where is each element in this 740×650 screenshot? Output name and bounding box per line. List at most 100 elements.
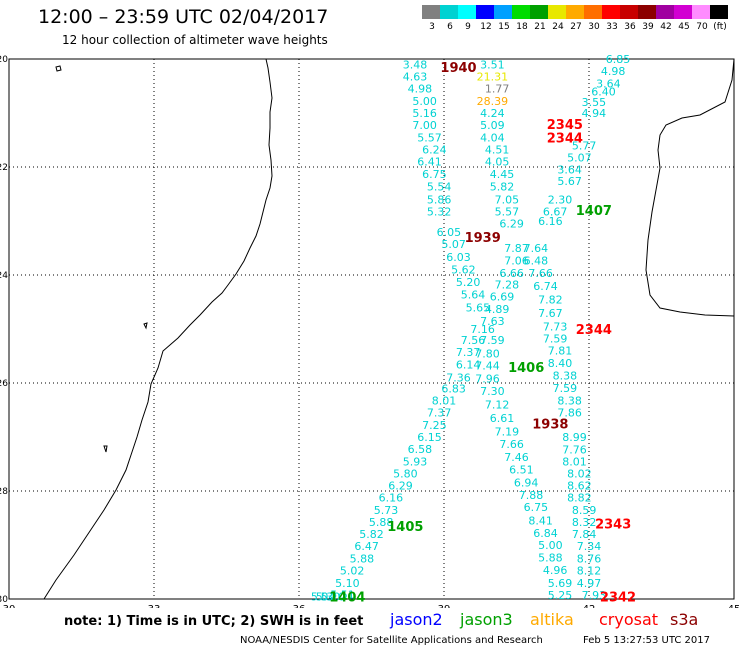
- swh-value: 6.03: [446, 251, 471, 264]
- swh-value: 28.39: [477, 95, 509, 108]
- footer-note: note: 1) Time is in UTC; 2) SWH is in fe…: [64, 614, 364, 629]
- swh-value: 6.14: [456, 359, 481, 372]
- scale-label: 27: [570, 22, 582, 32]
- legend-s3a: s3a: [670, 610, 699, 629]
- swh-value: 7.67: [538, 307, 563, 320]
- swh-value: 3.48: [403, 58, 428, 71]
- lat-tick-label: -22: [0, 163, 8, 173]
- swh-value: 7.19: [495, 426, 520, 439]
- swh-value: 8.02: [567, 468, 592, 481]
- timestamp: Feb 5 13:27:53 UTC 2017: [583, 635, 710, 646]
- lon-tick-label: 45: [728, 604, 740, 608]
- island-mark-3: [143, 322, 148, 330]
- swh-value: 2.30: [548, 193, 573, 206]
- scale-label: 33: [606, 22, 618, 32]
- swh-value: 7.05: [495, 193, 520, 206]
- lat-tick-label: -26: [0, 379, 8, 389]
- swh-value: 4.24: [480, 107, 505, 120]
- scale-swatch: [710, 5, 728, 19]
- lon-tick-label: 33: [148, 604, 161, 608]
- swh-value: 7.63: [480, 315, 505, 328]
- scale-swatch: [530, 5, 548, 19]
- swh-value: 7.59: [553, 382, 578, 395]
- swh-value: 3.64: [557, 164, 582, 177]
- swh-value: 5.30: [316, 590, 341, 603]
- legend-jason3: jason3: [460, 610, 513, 629]
- swh-value: 5.82: [359, 528, 384, 541]
- lat-tick-label: -20: [0, 55, 8, 65]
- swh-value: 5.73: [374, 504, 399, 517]
- scale-swatch: [674, 5, 692, 19]
- swh-value: 7.34: [577, 540, 602, 553]
- swh-value: 8.99: [562, 431, 587, 444]
- scale-swatch: [422, 5, 440, 19]
- swh-value: 6.29: [499, 218, 524, 231]
- scale-swatch: [638, 5, 656, 19]
- map-title: 12:00 – 23:59 UTC 02/04/2017: [38, 6, 329, 28]
- scale-swatch: [656, 5, 674, 19]
- scale-label: 42: [660, 22, 672, 32]
- swh-value: 6.69: [490, 291, 515, 304]
- map-frame: [8, 58, 735, 600]
- scale-label: 21: [534, 22, 546, 32]
- swh-value: 4.45: [490, 168, 515, 181]
- swh-value: 5.07: [441, 238, 466, 251]
- swh-value: 5.93: [403, 455, 428, 468]
- swh-value: 5.82: [490, 180, 515, 193]
- scale-label: 15: [498, 22, 510, 32]
- swh-value: 5.57: [495, 205, 520, 218]
- swh-value: 8.01: [432, 394, 457, 407]
- swh-value: 6.16: [538, 215, 563, 228]
- swh-value: 8.01: [562, 455, 587, 468]
- legend-cryosat: cryosat: [599, 610, 659, 629]
- credit-line: NOAA/NESDIS Center for Satellite Applica…: [240, 635, 543, 646]
- swh-value: 6.24: [422, 144, 447, 157]
- swh-value: 21.31: [477, 70, 509, 83]
- swh-value: 7.81: [548, 345, 573, 358]
- swh-value: 7.82: [538, 293, 563, 306]
- legend-jason2: jason2: [390, 610, 443, 629]
- swh-value: 5.25: [548, 589, 573, 602]
- swh-value: 7.86: [557, 407, 582, 420]
- swh-value: 6.16: [379, 491, 404, 504]
- scale-label: 70: [696, 22, 708, 32]
- scale-swatch: [692, 5, 710, 19]
- swh-value: 5.10: [321, 590, 346, 603]
- scale-label: 36: [624, 22, 636, 32]
- lon-tick-label: 36: [293, 604, 306, 608]
- swh-value: 4.89: [485, 303, 510, 316]
- swh-value: 7.37: [427, 407, 452, 420]
- swh-value: 5.69: [548, 577, 573, 590]
- swh-value: 6.47: [354, 540, 379, 553]
- lon-tick-label: 30: [3, 604, 16, 608]
- swh-value: 5.86: [427, 193, 452, 206]
- swh-value: 6.66: [499, 267, 524, 280]
- swh-value: 5.80: [393, 468, 418, 481]
- swh-value: 6.51: [509, 463, 534, 476]
- swh-value: 3.64: [596, 77, 621, 90]
- swh-value: 8.59: [572, 504, 597, 517]
- scale-swatch: [440, 5, 458, 19]
- swh-value: 8.32: [572, 516, 597, 529]
- pass-time-labels: 1940234523441407193923441406193823431405…: [329, 61, 636, 605]
- lat-tick-label: -24: [0, 271, 8, 281]
- island-mark: [55, 65, 62, 72]
- swh-value: 7.25: [422, 419, 447, 432]
- swh-value: 7.88: [519, 489, 544, 502]
- swh-value: 7.73: [543, 320, 568, 333]
- swh-value: 7.93: [582, 589, 607, 602]
- swh-value: 6.40: [591, 85, 616, 98]
- swh-value: 8.38: [553, 369, 578, 382]
- swh-value: 6.83: [441, 382, 466, 395]
- swh-value: 8.76: [577, 553, 602, 566]
- pass-time-label: 2344: [547, 131, 583, 146]
- scale-label: 24: [552, 22, 564, 32]
- swh-value: 6.85: [606, 53, 631, 66]
- swh-value: 8.38: [557, 394, 582, 407]
- scale-label: (ft): [713, 22, 727, 32]
- swh-value: 6.74: [533, 280, 558, 293]
- scale-label: 12: [480, 22, 492, 32]
- swh-value: 7.66: [528, 267, 553, 280]
- swh-value: 4.51: [485, 144, 510, 157]
- africa-coastline: [43, 58, 273, 600]
